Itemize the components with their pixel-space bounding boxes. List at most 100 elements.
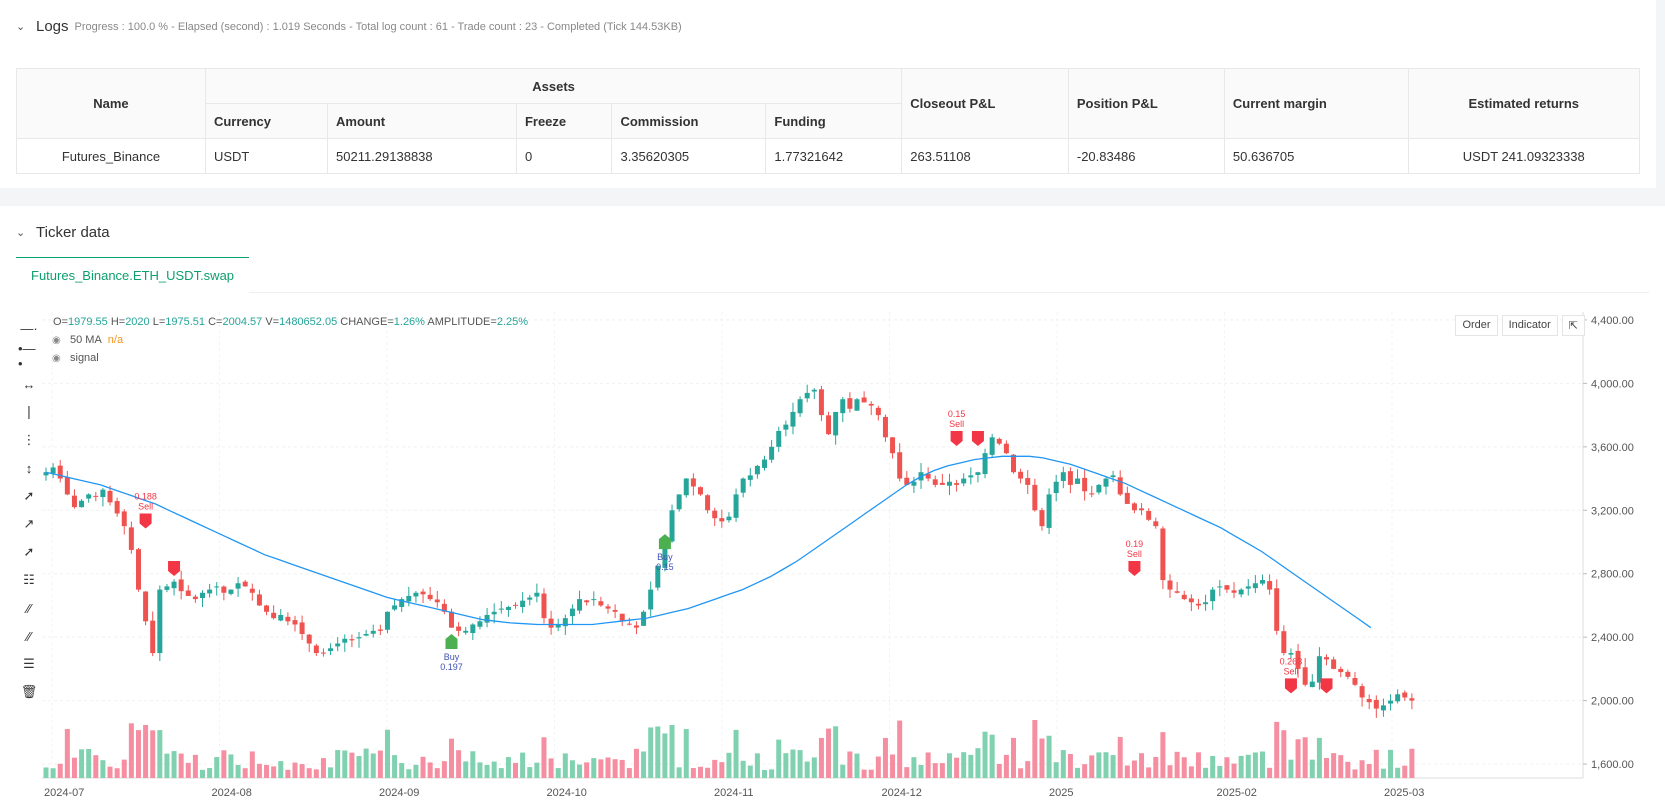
extended-line-icon[interactable]: ➚: [23, 544, 35, 559]
chevron-down-icon[interactable]: ⌄: [16, 20, 26, 33]
candle-body: [71, 495, 77, 508]
volume-bar: [207, 768, 213, 778]
order-button[interactable]: Order: [1455, 315, 1498, 336]
volume-bar: [491, 761, 497, 778]
volume-bar: [1060, 750, 1066, 778]
volume-bar: [1238, 755, 1244, 778]
volume-bar: [214, 757, 220, 778]
cell-funding: 1.77321642: [765, 138, 903, 174]
candle-body: [1032, 484, 1038, 511]
candle-body: [968, 475, 974, 478]
candle-body: [954, 483, 960, 485]
volume-bar: [320, 758, 326, 778]
price-range-icon[interactable]: ☷: [23, 572, 35, 587]
col-currency: Currency: [204, 103, 329, 139]
volume-bar: [598, 759, 604, 778]
y-tick-label: 2,000.00: [1591, 696, 1634, 708]
logs-header[interactable]: ⌄ Logs Progress : 100.0 % - Elapsed (sec…: [16, 18, 682, 35]
volume-bar: [783, 753, 789, 778]
volume-bar: [1316, 737, 1322, 778]
vertical-line-icon[interactable]: ❘: [23, 404, 35, 419]
volume-bar: [626, 768, 632, 778]
col-estimated: Estimated returns: [1407, 68, 1641, 139]
volume-bar: [1131, 760, 1137, 778]
candle-body: [605, 606, 611, 609]
col-closeout: Closeout P&L: [901, 68, 1069, 139]
c-label: C=: [208, 316, 223, 328]
cell-closeout: 263.51108: [901, 138, 1069, 174]
volume-bar: [128, 723, 134, 778]
ticker-header[interactable]: ⌄ Ticker data: [16, 224, 110, 241]
volume-bar: [961, 752, 967, 778]
indicator-button[interactable]: Indicator: [1501, 315, 1558, 336]
y-tick-label: 1,600.00: [1591, 759, 1634, 771]
volume-bar: [43, 767, 49, 778]
candle-body: [399, 599, 405, 608]
volume-bar: [882, 737, 888, 778]
sell-marker: [168, 561, 181, 577]
candle-body: [818, 389, 824, 416]
candle-body: [783, 424, 789, 430]
x-tick-label: 2025: [1049, 787, 1073, 799]
volume-bar: [1003, 754, 1009, 778]
volume-bar: [719, 762, 725, 778]
candle-body: [726, 516, 732, 521]
candle-body: [975, 472, 981, 475]
volume-bar: [833, 726, 839, 778]
fib-icon[interactable]: ∕∕: [26, 628, 32, 644]
col-funding: Funding: [765, 103, 903, 139]
volume-bar: [818, 737, 824, 778]
volume-bar: [939, 763, 945, 778]
volume-bar: [1402, 765, 1408, 778]
candle-body: [826, 415, 832, 435]
vertical-arrow-icon[interactable]: ↕: [25, 460, 33, 476]
horizontal-ray-icon[interactable]: ↔: [22, 376, 36, 392]
col-position: Position P&L: [1067, 68, 1225, 139]
candle-body: [939, 482, 945, 485]
candle-body: [569, 608, 575, 617]
candle-body: [1210, 589, 1216, 602]
volume-bar: [541, 737, 547, 778]
fullscreen-icon[interactable]: ⇱: [1561, 315, 1585, 336]
candle-body: [328, 648, 334, 652]
volume-bar: [1203, 767, 1209, 778]
volume-bar: [1409, 748, 1415, 778]
volume-bar: [299, 764, 305, 778]
candle-body: [1231, 590, 1237, 593]
volume-bar: [641, 751, 647, 778]
candle-body: [342, 638, 348, 643]
crosshair-icon[interactable]: —·: [20, 320, 38, 336]
candle-body: [1395, 694, 1401, 702]
legend-signal[interactable]: ◉ signal: [52, 352, 99, 364]
y-tick-label: 4,400.00: [1591, 315, 1634, 327]
cell-currency: USDT: [204, 138, 329, 174]
candle-body: [207, 589, 213, 594]
trend-line-icon[interactable]: ➚: [23, 488, 35, 503]
volume-bar: [1345, 761, 1351, 778]
volume-bar: [811, 757, 817, 778]
text-lines-icon[interactable]: ☰: [23, 656, 35, 671]
ohlc-readout: O=1979.55 H=2020 L=1975.51 C=2004.57 V=1…: [53, 316, 528, 328]
y-tick-label: 2,400.00: [1591, 632, 1634, 644]
candlestick-chart[interactable]: 4,400.00 4,000.00 3,600.00 3,200.00 2,800.00…: [0, 304, 1665, 803]
vertical-segment-icon[interactable]: ⋮: [22, 432, 36, 447]
horizontal-line-icon[interactable]: •—•: [18, 341, 36, 371]
candle-body: [584, 600, 590, 603]
parallel-channel-icon[interactable]: ∕∕: [26, 600, 32, 616]
volume-bar: [1124, 765, 1130, 778]
volume-bar: [562, 753, 568, 778]
volume-bar: [434, 768, 440, 778]
volume-bar: [349, 752, 355, 778]
legend-ma[interactable]: ◉ 50 MA n/a: [52, 334, 123, 346]
candle-body: [406, 595, 412, 602]
volume-bar: [342, 750, 348, 778]
ray-icon[interactable]: ↗: [23, 516, 35, 531]
candle-body: [1139, 508, 1145, 511]
chevron-down-icon[interactable]: ⌄: [16, 226, 26, 239]
candle-body: [200, 592, 206, 598]
tab-eth-usdt-swap[interactable]: Futures_Binance.ETH_USDT.swap: [16, 257, 250, 293]
trash-icon[interactable]: 🗑: [20, 684, 38, 699]
eye-icon[interactable]: ◉: [52, 352, 61, 364]
eye-icon[interactable]: ◉: [52, 334, 61, 346]
candle-body: [840, 399, 846, 414]
